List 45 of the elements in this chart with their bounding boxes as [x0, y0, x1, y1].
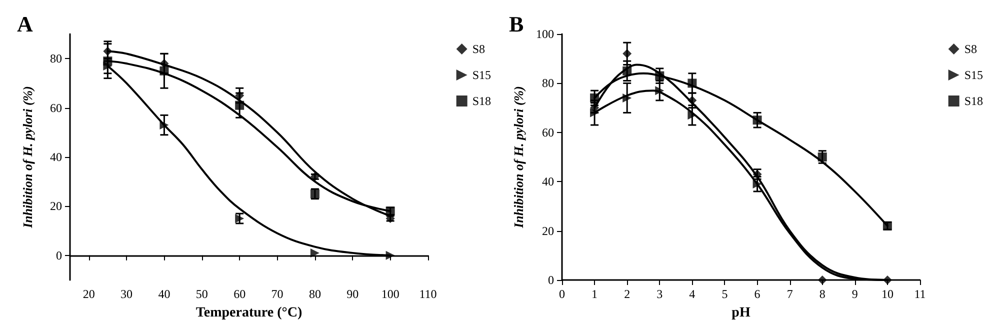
x-tick-label: 10	[881, 287, 894, 301]
legend-label: S8	[964, 42, 978, 56]
y-tick-label: 20	[542, 224, 554, 238]
x-tick-label: 7	[786, 287, 793, 301]
x-tick-label: 6	[754, 287, 760, 301]
x-tick-label: 9	[852, 287, 858, 301]
y-axis-title: Inhibition of H. pylori (%)	[511, 86, 526, 229]
y-axis-title: Inhibition of H. pylori (%)	[20, 86, 35, 229]
y-tick-label: 0	[56, 248, 62, 262]
x-tick-label: 90	[346, 287, 359, 301]
legend-label: S8	[472, 42, 486, 56]
x-tick-label: 100	[381, 287, 400, 301]
x-tick-label: 40	[158, 287, 170, 301]
x-tick-label: 60	[234, 287, 246, 301]
x-tick-label: 20	[82, 287, 95, 301]
legend-label: S18	[472, 94, 492, 108]
y-tick-label: 60	[50, 100, 62, 115]
x-axis-title: pH	[732, 306, 750, 320]
y-tick-label: 40	[50, 150, 62, 164]
x-tick-label: 11	[914, 287, 926, 301]
x-tick-label: 0	[559, 287, 565, 301]
y-tick-label: 40	[542, 174, 554, 189]
chart-title: A	[17, 12, 33, 36]
legend-label: S15	[964, 68, 984, 82]
x-tick-label: 30	[120, 287, 133, 301]
y-tick-label: 100	[536, 27, 554, 41]
x-tick-label: 2	[624, 287, 630, 301]
x-tick-label: 8	[819, 287, 826, 301]
x-tick-label: 5	[722, 287, 728, 301]
x-axis-title: Temperature (°C)	[196, 306, 302, 320]
y-tick-label: 60	[542, 125, 554, 140]
y-tick-label: 20	[50, 199, 62, 214]
legend-label: S18	[964, 94, 984, 108]
y-tick-label: 0	[548, 273, 554, 287]
chart-title: B	[509, 12, 524, 36]
y-tick-label: 80	[50, 52, 62, 66]
y-tick-label: 80	[542, 76, 554, 90]
x-tick-label: 110	[419, 287, 437, 301]
legend-label: S15	[472, 68, 492, 82]
x-tick-label: 1	[592, 287, 598, 301]
x-tick-label: 3	[656, 287, 663, 301]
x-tick-label: 80	[308, 287, 321, 301]
x-tick-label: 50	[196, 287, 208, 301]
x-tick-label: 4	[689, 287, 696, 301]
x-tick-label: 70	[271, 287, 284, 301]
